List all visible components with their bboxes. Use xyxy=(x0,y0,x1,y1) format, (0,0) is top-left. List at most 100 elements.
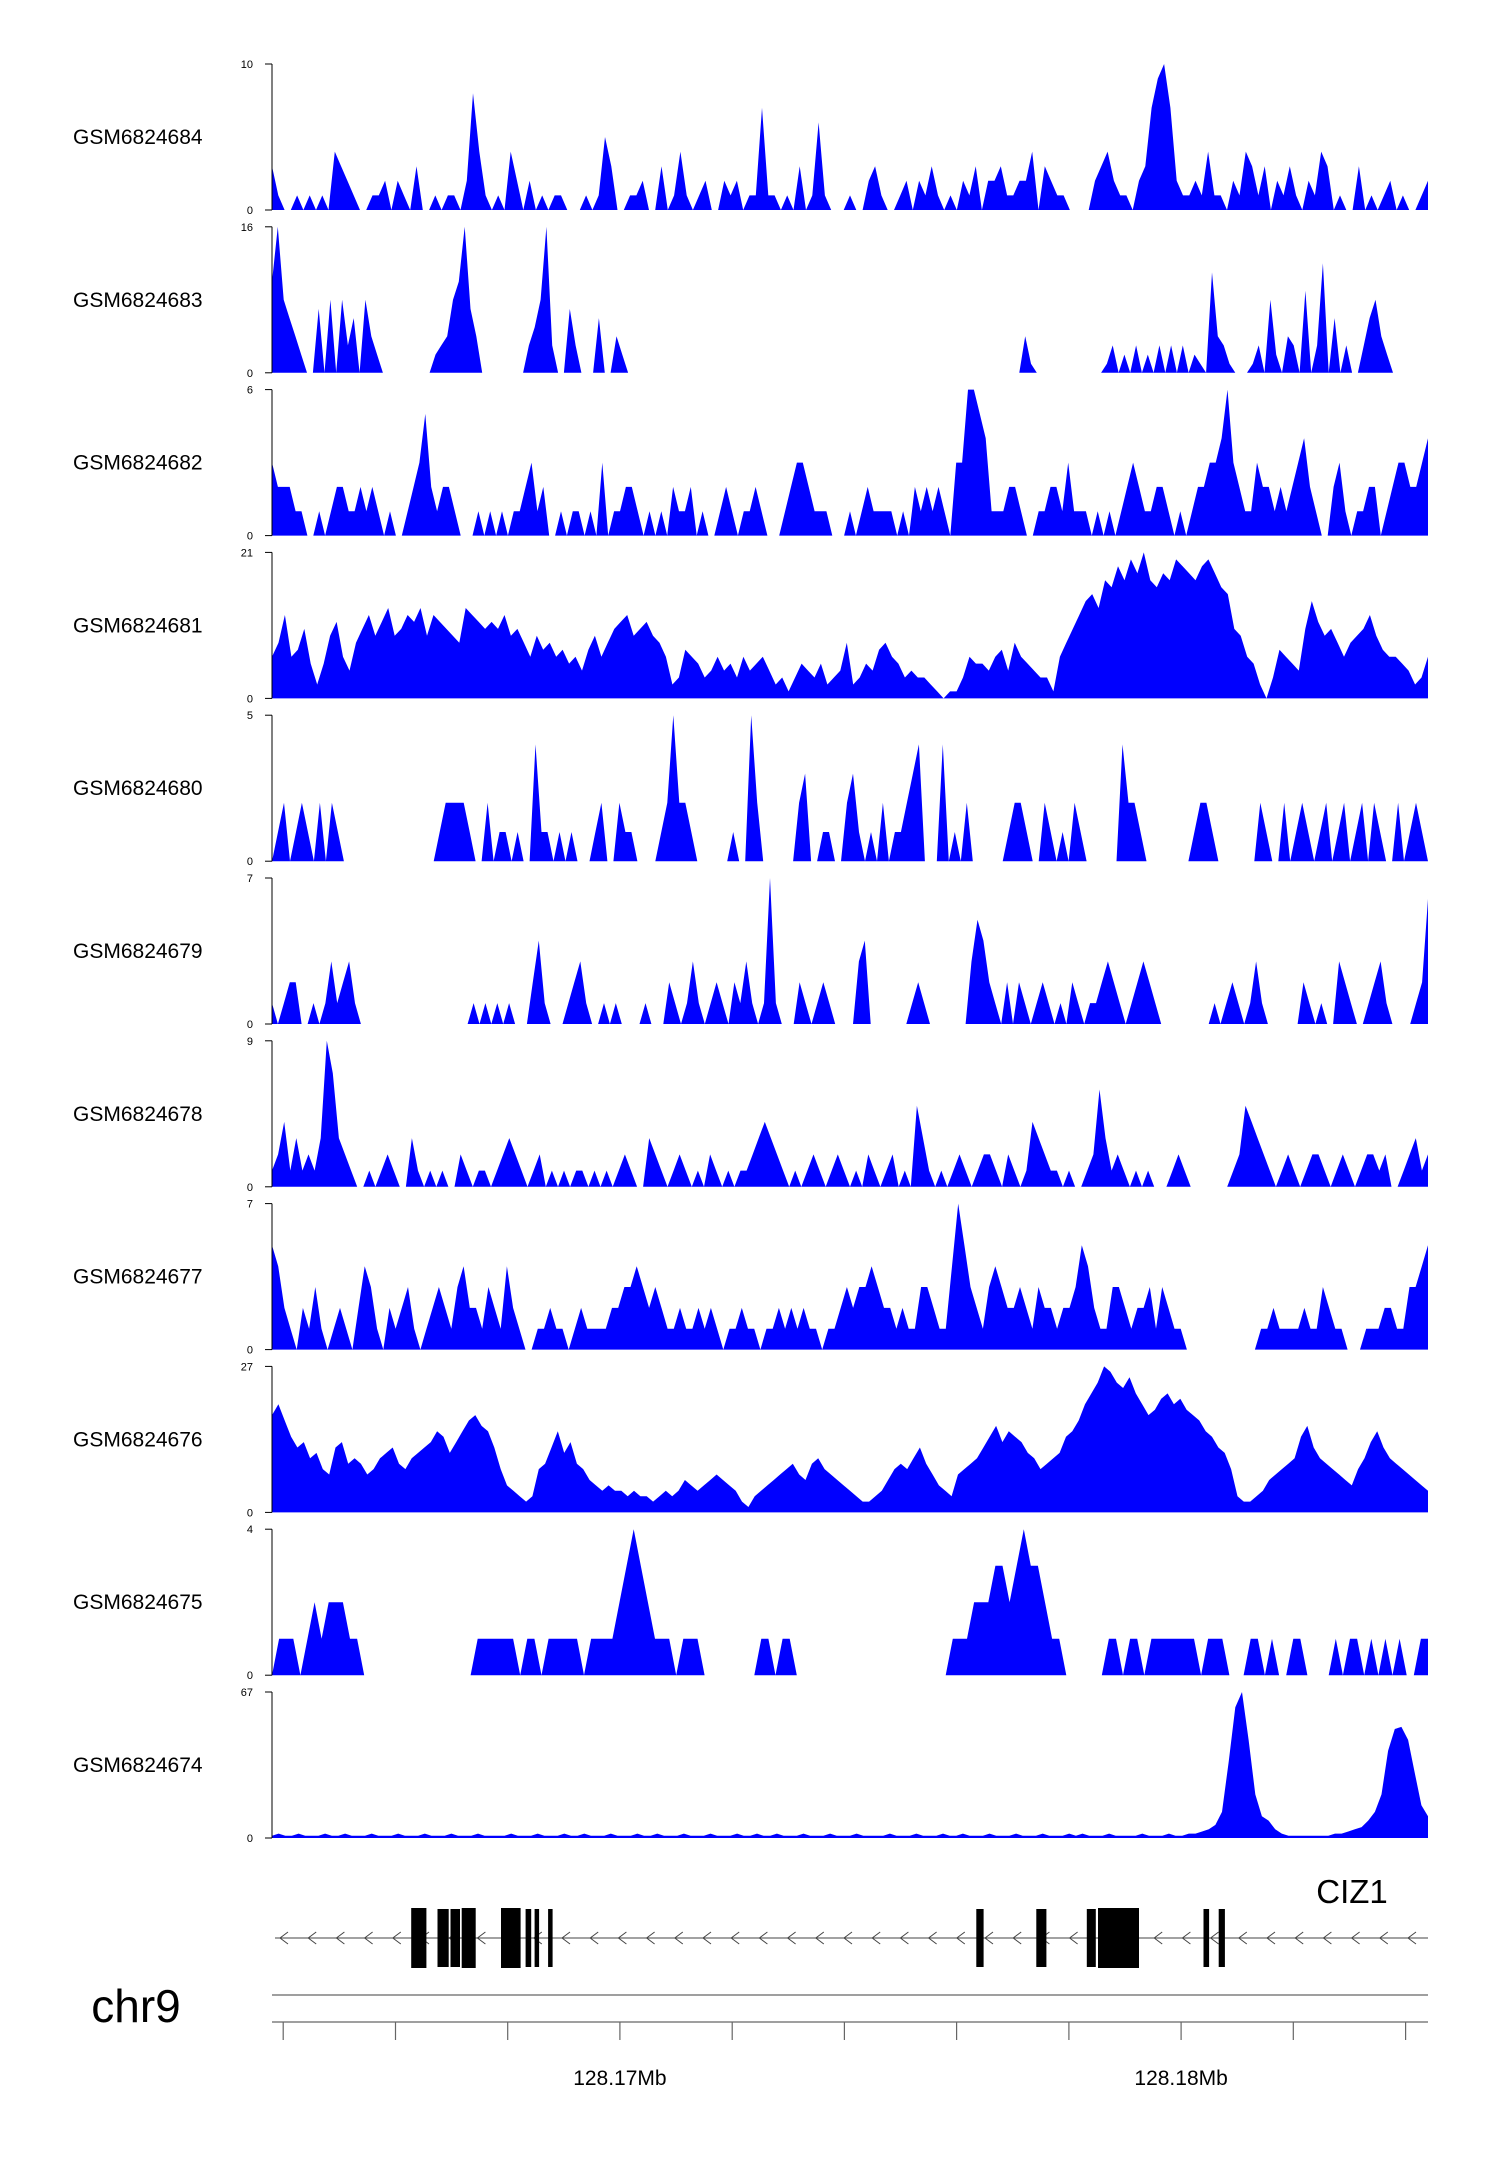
exon-block xyxy=(450,1909,460,1967)
sample-label: GSM6824674 xyxy=(73,1754,203,1777)
strand-arrow xyxy=(335,1931,345,1945)
sample-label: GSM6824680 xyxy=(73,777,203,800)
strand-arrow xyxy=(363,1931,373,1945)
coverage-area xyxy=(272,1203,1428,1350)
strand-arrow xyxy=(279,1931,289,1945)
sample-label: GSM6824675 xyxy=(73,1591,203,1614)
sample-label: GSM6824681 xyxy=(73,614,203,637)
y-max-label: 5 xyxy=(247,710,253,722)
strand-arrow xyxy=(1322,1931,1332,1945)
coverage-area xyxy=(272,878,1428,1024)
track-GSM6824679: 7 0 GSM6824679 xyxy=(73,873,1428,1031)
y-max-label: 27 xyxy=(241,1361,253,1373)
sample-label: GSM6824683 xyxy=(73,289,203,312)
y-min-label: 0 xyxy=(247,368,253,380)
coverage-area xyxy=(272,1529,1428,1676)
gene-model-track xyxy=(275,1908,1428,1968)
coverage-tracks: 10 0 GSM6824684 16 0 GSM6824683 6 0 GSM6824682 21… xyxy=(73,59,1428,1845)
strand-arrow xyxy=(1012,1931,1022,1945)
strand-arrow xyxy=(899,1931,909,1945)
y-max-label: 10 xyxy=(241,59,253,71)
y-max-label: 9 xyxy=(247,1036,253,1048)
y-min-label: 0 xyxy=(247,693,253,705)
strand-arrow xyxy=(532,1931,543,1945)
sample-label: GSM6824678 xyxy=(73,1103,203,1126)
coverage-area xyxy=(272,1040,1428,1187)
sample-label: GSM6824677 xyxy=(73,1266,203,1289)
exon-block xyxy=(501,1908,521,1968)
gene-name-label: CIZ1 xyxy=(1316,1873,1388,1910)
track-GSM6824676: 27 0 GSM6824676 xyxy=(73,1361,1428,1519)
strand-arrow xyxy=(702,1931,712,1945)
exon-block xyxy=(1218,1909,1225,1967)
strand-arrow xyxy=(758,1931,768,1945)
track-GSM6824682: 6 0 GSM6824682 xyxy=(73,385,1428,543)
strand-arrow xyxy=(589,1931,599,1945)
exon-block xyxy=(525,1909,532,1967)
strand-arrow xyxy=(1209,1931,1219,1945)
strand-arrow xyxy=(927,1931,937,1945)
strand-arrow xyxy=(307,1931,317,1945)
coverage-area xyxy=(272,64,1428,210)
y-min-label: 0 xyxy=(247,1670,253,1682)
y-max-label: 21 xyxy=(241,547,253,559)
y-min-label: 0 xyxy=(247,1019,253,1031)
strand-arrow xyxy=(1181,1931,1191,1945)
strand-arrow xyxy=(814,1931,825,1945)
y-min-label: 0 xyxy=(247,531,253,543)
sample-label: GSM6824682 xyxy=(73,452,203,475)
exon-block xyxy=(976,1909,984,1967)
y-min-label: 0 xyxy=(247,856,253,868)
strand-arrow xyxy=(1407,1931,1417,1945)
strand-arrow xyxy=(1378,1931,1389,1945)
exon-block xyxy=(1203,1909,1210,1967)
sample-label: GSM6824679 xyxy=(73,940,203,963)
coverage-area xyxy=(272,1692,1428,1838)
sample-label: GSM6824684 xyxy=(73,126,203,149)
exon-block xyxy=(437,1909,449,1967)
track-GSM6824674: 67 0 GSM6824674 xyxy=(73,1687,1428,1845)
strand-arrow xyxy=(984,1931,994,1945)
exon-block xyxy=(534,1909,540,1967)
strand-arrow xyxy=(476,1931,486,1945)
track-GSM6824681: 21 0 GSM6824681 xyxy=(73,547,1428,705)
strand-arrow xyxy=(843,1931,853,1945)
axis-tick-label: 128.17Mb xyxy=(573,2067,666,2090)
strand-arrow xyxy=(730,1931,740,1945)
coverage-area xyxy=(272,389,1428,536)
y-max-label: 7 xyxy=(247,1199,253,1211)
track-GSM6824683: 16 0 GSM6824683 xyxy=(73,222,1428,380)
y-max-label: 7 xyxy=(247,873,253,885)
coverage-area xyxy=(272,1366,1428,1513)
y-max-label: 16 xyxy=(241,222,253,234)
track-GSM6824680: 5 0 GSM6824680 xyxy=(73,710,1428,868)
strand-arrow xyxy=(955,1931,966,1945)
sample-label: GSM6824676 xyxy=(73,1428,203,1451)
strand-arrow xyxy=(786,1931,796,1945)
axis-tick-label: 128.18Mb xyxy=(1134,2067,1227,2090)
y-min-label: 0 xyxy=(247,205,253,217)
coverage-area xyxy=(272,552,1428,699)
strand-arrow xyxy=(1350,1931,1360,1945)
strand-arrow xyxy=(1294,1931,1304,1945)
y-max-label: 4 xyxy=(247,1524,253,1536)
track-GSM6824684: 10 0 GSM6824684 xyxy=(73,59,1428,217)
exon-block xyxy=(1098,1908,1139,1968)
strand-arrow xyxy=(1153,1931,1163,1945)
coverage-area xyxy=(272,715,1428,862)
exon-block xyxy=(411,1908,427,1968)
y-max-label: 6 xyxy=(247,385,253,397)
coverage-area xyxy=(272,226,1428,373)
strand-arrow xyxy=(645,1931,655,1945)
strand-arrow xyxy=(673,1931,684,1945)
exon-block xyxy=(1086,1909,1096,1967)
strand-arrow xyxy=(561,1931,571,1945)
track-GSM6824677: 7 0 GSM6824677 xyxy=(73,1199,1428,1357)
y-max-label: 67 xyxy=(241,1687,253,1699)
strand-arrow xyxy=(617,1931,627,1945)
exon-block xyxy=(548,1909,553,1967)
track-GSM6824675: 4 0 GSM6824675 xyxy=(73,1524,1428,1682)
y-min-label: 0 xyxy=(247,1345,253,1357)
y-min-label: 0 xyxy=(247,1182,253,1194)
